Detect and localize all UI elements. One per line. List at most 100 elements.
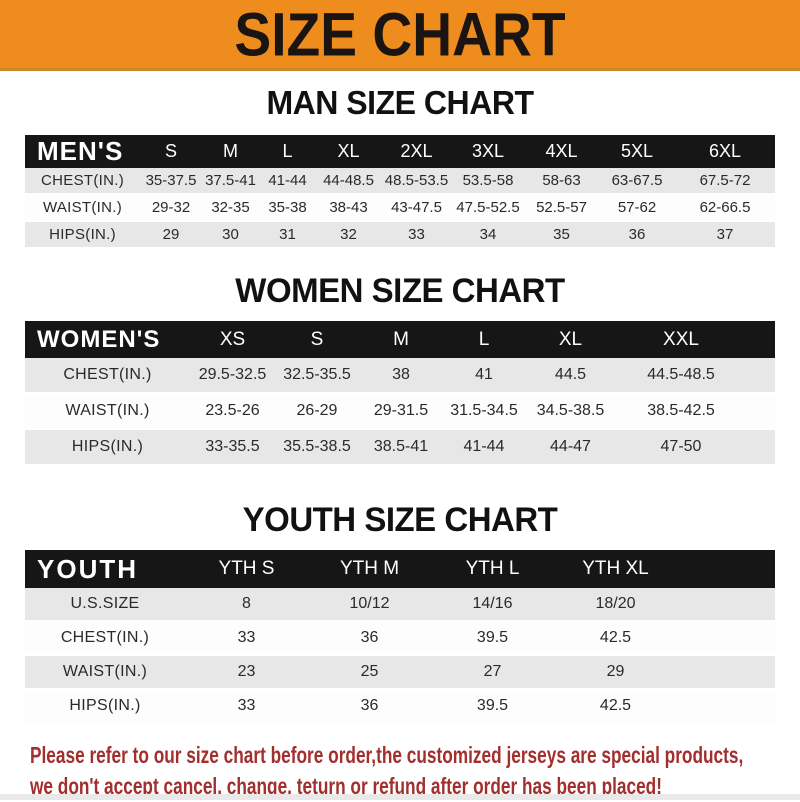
table-row: WAIST(IN.) 29-32 32-35 35-38 38-43 43-47.5 47.… <box>25 194 775 222</box>
size-value-cell: 14/16 <box>431 588 554 622</box>
size-value-cell: 44-47 <box>525 429 616 466</box>
size-value-cell: 29-31.5 <box>359 393 443 430</box>
size-value-cell: 29 <box>554 655 677 690</box>
size-value-cell: 39.5 <box>431 621 554 656</box>
size-value-cell: 47.5-52.5 <box>452 194 524 222</box>
size-chart-section: WOMEN SIZE CHART WOMEN'S XS S M L XL XXL CHEST… <box>0 273 800 466</box>
size-value-cell: 30 <box>202 221 259 249</box>
filler-cell <box>746 321 775 358</box>
filler-cell <box>746 393 775 430</box>
column-header: XXL <box>616 321 746 358</box>
row-label: CHEST(IN.) <box>25 168 140 195</box>
section-heading: WOMEN SIZE CHART <box>235 272 565 310</box>
size-value-cell: 36 <box>308 621 431 656</box>
column-header: 2XL <box>381 135 452 168</box>
size-value-cell: 47-50 <box>616 429 746 466</box>
size-value-cell: 63-67.5 <box>599 168 675 195</box>
filler-cell <box>677 655 775 690</box>
row-label: HIPS(IN.) <box>25 221 140 249</box>
row-label: WAIST(IN.) <box>25 194 140 222</box>
size-value-cell: 41 <box>443 358 525 394</box>
table-row: CHEST(IN.) 35-37.5 37.5-41 41-44 44-48.5 48.5… <box>25 168 775 195</box>
size-value-cell: 38.5-42.5 <box>616 393 746 430</box>
size-chart-section: MAN SIZE CHART MEN'S S M L XL 2XL 3XL 4XL 5XL 6XL… <box>0 85 800 249</box>
size-table: YOUTH YTH S YTH M YTH L YTH XL U.S.SIZE 8 10/1… <box>25 550 775 724</box>
column-header: 3XL <box>452 135 524 168</box>
column-header: S <box>140 135 202 168</box>
size-value-cell: 23.5-26 <box>190 393 275 430</box>
banner: SIZE CHART <box>0 0 800 71</box>
row-label: CHEST(IN.) <box>25 358 190 394</box>
table-row: CHEST(IN.) 33 36 39.5 42.5 <box>25 621 775 656</box>
column-header: XS <box>190 321 275 358</box>
row-label: HIPS(IN.) <box>25 429 190 466</box>
filler-cell <box>677 689 775 724</box>
size-value-cell: 32 <box>316 221 381 249</box>
column-header: 4XL <box>524 135 599 168</box>
section-heading: MAN SIZE CHART <box>266 84 534 121</box>
filler-cell <box>746 358 775 394</box>
row-label: CHEST(IN.) <box>25 621 185 656</box>
size-value-cell: 29-32 <box>140 194 202 222</box>
column-header: M <box>359 321 443 358</box>
size-value-cell: 35-37.5 <box>140 168 202 195</box>
size-value-cell: 35.5-38.5 <box>275 429 359 466</box>
size-value-cell: 43-47.5 <box>381 194 452 222</box>
column-header: S <box>275 321 359 358</box>
table-header-row: WOMEN'S XS S M L XL XXL <box>25 321 775 358</box>
section-heading: YOUTH SIZE CHART <box>242 501 558 539</box>
table-row: CHEST(IN.) 29.5-32.5 32.5-35.5 38 41 44.5 44.5… <box>25 358 775 394</box>
size-value-cell: 44-48.5 <box>316 168 381 195</box>
size-value-cell: 58-63 <box>524 168 599 195</box>
size-value-cell: 44.5 <box>525 358 616 394</box>
size-value-cell: 32-35 <box>202 194 259 222</box>
table-row: U.S.SIZE 8 10/12 14/16 18/20 <box>25 588 775 622</box>
size-value-cell: 29 <box>140 221 202 249</box>
size-value-cell: 34 <box>452 221 524 249</box>
row-label: WAIST(IN.) <box>25 655 185 690</box>
column-header: 6XL <box>675 135 775 168</box>
size-value-cell: 67.5-72 <box>675 168 775 195</box>
size-value-cell: 34.5-38.5 <box>525 393 616 430</box>
size-value-cell: 42.5 <box>554 621 677 656</box>
column-header: M <box>202 135 259 168</box>
row-label: HIPS(IN.) <box>25 689 185 724</box>
row-label: WAIST(IN.) <box>25 393 190 430</box>
table-header-row: YOUTH YTH S YTH M YTH L YTH XL <box>25 550 775 588</box>
size-value-cell: 10/12 <box>308 588 431 622</box>
footer-note-line1: Please refer to our size chart before or… <box>30 742 744 768</box>
size-value-cell: 33-35.5 <box>190 429 275 466</box>
size-value-cell: 31.5-34.5 <box>443 393 525 430</box>
column-header: XL <box>316 135 381 168</box>
size-value-cell: 48.5-53.5 <box>381 168 452 195</box>
size-value-cell: 38.5-41 <box>359 429 443 466</box>
size-value-cell: 33 <box>381 221 452 249</box>
filler-cell <box>677 621 775 656</box>
size-chart-sections: MAN SIZE CHART MEN'S S M L XL 2XL 3XL 4XL 5XL 6XL… <box>0 85 800 724</box>
size-value-cell: 33 <box>185 621 308 656</box>
filler-cell <box>677 588 775 622</box>
column-header: YTH L <box>431 550 554 588</box>
table-row: HIPS(IN.) 33-35.5 35.5-38.5 38.5-41 41-44 44-… <box>25 429 775 466</box>
size-value-cell: 53.5-58 <box>452 168 524 195</box>
size-value-cell: 36 <box>599 221 675 249</box>
size-value-cell: 52.5-57 <box>524 194 599 222</box>
size-value-cell: 26-29 <box>275 393 359 430</box>
bottom-edge-strip <box>0 794 800 800</box>
size-value-cell: 41-44 <box>443 429 525 466</box>
size-value-cell: 38 <box>359 358 443 394</box>
table-header-row: MEN'S S M L XL 2XL 3XL 4XL 5XL 6XL <box>25 135 775 168</box>
size-table: MEN'S S M L XL 2XL 3XL 4XL 5XL 6XL CHEST(IN.) 35-3… <box>25 135 775 249</box>
size-value-cell: 36 <box>308 689 431 724</box>
size-value-cell: 37 <box>675 221 775 249</box>
footer-note: Please refer to our size chart before or… <box>30 740 800 802</box>
table-corner-label: MEN'S <box>25 135 140 168</box>
row-label: U.S.SIZE <box>25 588 185 622</box>
size-table: WOMEN'S XS S M L XL XXL CHEST(IN.) 29.5-32.5 32.… <box>25 321 775 466</box>
table-corner-label: YOUTH <box>25 550 185 588</box>
column-header: 5XL <box>599 135 675 168</box>
size-value-cell: 29.5-32.5 <box>190 358 275 394</box>
table-row: HIPS(IN.) 29 30 31 32 33 34 35 36 37 <box>25 221 775 249</box>
banner-title: SIZE CHART <box>234 0 566 69</box>
